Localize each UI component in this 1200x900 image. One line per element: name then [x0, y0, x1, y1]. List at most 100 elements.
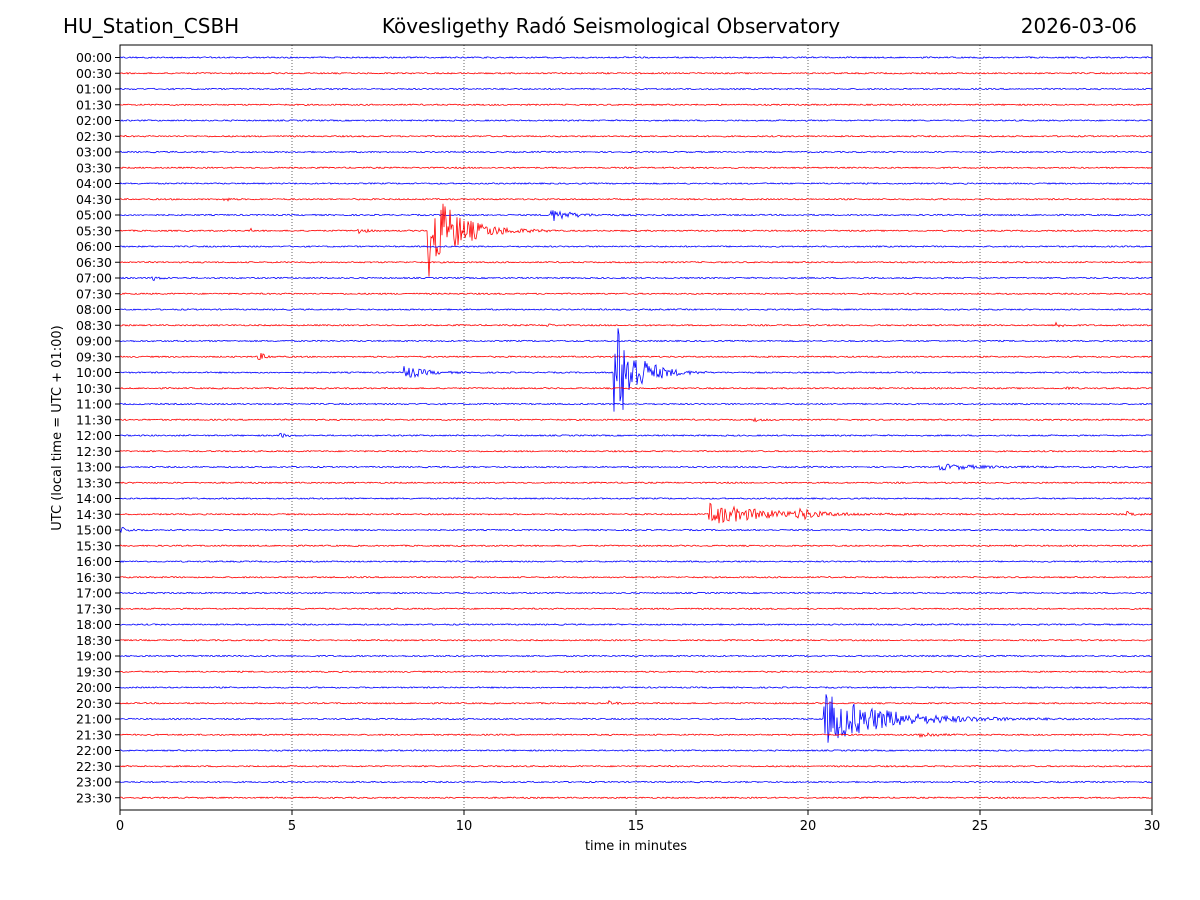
seismic-traces	[119, 56, 1153, 800]
trace-0700	[119, 276, 1153, 282]
row-time-label: 19:00	[76, 649, 112, 664]
x-axis: 0 5 10 15 20 25 30	[116, 810, 1160, 834]
row-time-label: 14:30	[76, 507, 112, 522]
trace-0730	[119, 292, 1153, 296]
trace-0600	[119, 245, 1153, 248]
x-tick-label: 20	[800, 819, 817, 834]
row-time-label: 16:30	[76, 570, 112, 585]
row-time-label: 09:00	[76, 334, 112, 349]
row-time-label: 03:00	[76, 145, 112, 160]
trace-2000	[119, 686, 1153, 689]
trace-0930	[119, 353, 1153, 361]
row-time-label: 12:00	[76, 428, 112, 443]
trace-0000	[119, 56, 1153, 59]
x-axis-label: time in minutes	[585, 839, 687, 854]
trace-1900	[119, 654, 1153, 658]
trace-2030	[119, 699, 1153, 706]
trace-1300	[119, 463, 1153, 471]
grid-lines	[291, 45, 981, 810]
row-time-label: 11:30	[76, 412, 112, 427]
row-time-label: 02:30	[76, 129, 112, 144]
trace-1630	[119, 575, 1153, 579]
x-tick-label: 15	[628, 819, 645, 834]
x-tick-label: 0	[116, 819, 124, 834]
trace-0300	[119, 150, 1153, 154]
row-time-label: 00:30	[76, 66, 112, 81]
row-time-label: 21:30	[76, 727, 112, 742]
trace-0130	[119, 103, 1153, 107]
row-time-label: 17:00	[76, 586, 112, 601]
row-time-label: 08:00	[76, 302, 112, 317]
row-time-label: 02:00	[76, 113, 112, 128]
row-time-label: 00:00	[76, 50, 112, 65]
row-time-label: 10:30	[76, 381, 112, 396]
trace-2300	[119, 780, 1153, 784]
row-time-label: 20:30	[76, 696, 112, 711]
row-time-label: 22:00	[76, 743, 112, 758]
y-axis: 00:0000:3001:0001:3002:0002:3003:0003:30…	[76, 50, 120, 805]
trace-1830	[119, 638, 1153, 642]
row-time-label: 06:00	[76, 239, 112, 254]
trace-0630	[119, 260, 1153, 264]
row-time-label: 13:00	[76, 460, 112, 475]
trace-1700	[119, 591, 1153, 595]
row-time-label: 12:30	[76, 444, 112, 459]
trace-1600	[119, 560, 1153, 563]
trace-1200	[119, 432, 1153, 438]
row-time-label: 18:00	[76, 617, 112, 632]
trace-1930	[119, 670, 1153, 674]
trace-2100	[119, 694, 1153, 743]
row-time-label: 07:30	[76, 286, 112, 301]
trace-0400	[119, 182, 1153, 185]
trace-1500	[119, 526, 1153, 534]
trace-1730	[119, 607, 1153, 611]
row-time-label: 05:30	[76, 223, 112, 238]
y-axis-label: UTC (local time = UTC + 01:00)	[50, 325, 65, 530]
trace-0200	[120, 119, 1153, 122]
trace-2130	[119, 732, 1153, 739]
trace-0500	[119, 209, 1153, 221]
trace-2200	[119, 749, 1153, 752]
trace-2330	[119, 796, 1153, 800]
trace-0830	[119, 321, 1153, 328]
trace-0900	[119, 339, 1153, 343]
row-time-label: 06:30	[76, 255, 112, 270]
observatory-title: Kövesligethy Radó Seismological Observat…	[381, 14, 841, 38]
x-tick-label: 10	[456, 819, 473, 834]
row-time-label: 09:30	[76, 349, 112, 364]
row-time-label: 14:00	[76, 491, 112, 506]
trace-1530	[119, 544, 1153, 548]
trace-0030	[119, 71, 1153, 75]
row-time-label: 23:00	[76, 775, 112, 790]
trace-1430	[119, 502, 1153, 524]
trace-0430	[119, 197, 1153, 202]
trace-1000	[120, 328, 1153, 412]
row-time-label: 13:30	[76, 475, 112, 490]
row-time-label: 23:30	[76, 790, 112, 805]
row-time-label: 18:30	[76, 633, 112, 648]
trace-1030	[119, 386, 1153, 391]
x-tick-label: 5	[288, 819, 296, 834]
row-time-label: 08:30	[76, 318, 112, 333]
row-time-label: 05:00	[76, 208, 112, 223]
trace-0800	[119, 308, 1153, 311]
trace-0100	[119, 87, 1153, 91]
row-time-label: 19:30	[76, 664, 112, 679]
row-time-label: 20:00	[76, 680, 112, 695]
record-date: 2026-03-06	[1020, 14, 1137, 38]
row-time-label: 01:30	[76, 97, 112, 112]
row-time-label: 22:30	[76, 759, 112, 774]
row-time-label: 10:00	[76, 365, 112, 380]
row-time-label: 04:30	[76, 192, 112, 207]
station-name: HU_Station_CSBH	[63, 14, 240, 38]
row-time-label: 04:00	[76, 176, 112, 191]
x-tick-label: 30	[1144, 819, 1161, 834]
row-time-label: 16:00	[76, 554, 112, 569]
trace-0230	[119, 134, 1153, 138]
trace-1100	[119, 402, 1153, 406]
trace-1130	[119, 417, 1153, 423]
row-time-label: 07:00	[76, 271, 112, 286]
row-time-label: 17:30	[76, 601, 112, 616]
x-tick-label: 25	[972, 819, 989, 834]
